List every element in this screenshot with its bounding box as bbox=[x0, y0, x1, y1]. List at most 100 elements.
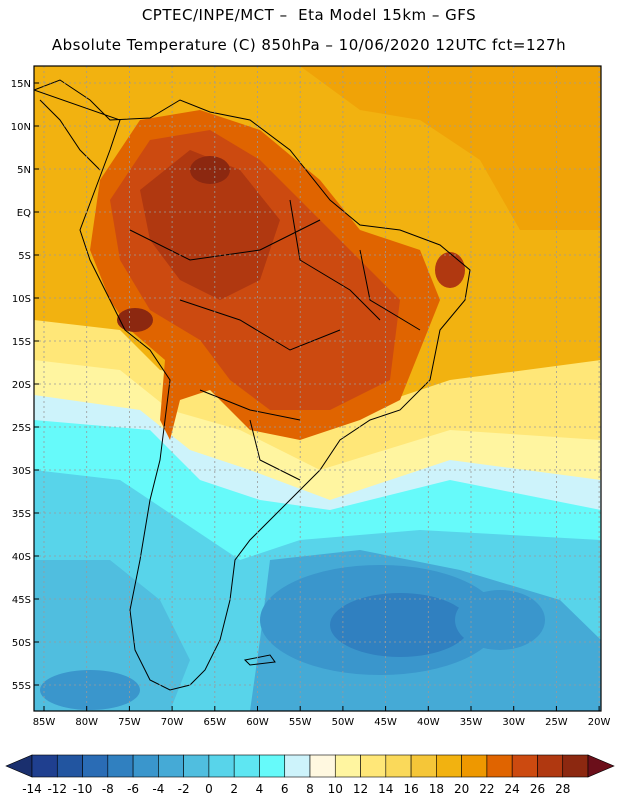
field-pool-cold-2 bbox=[330, 593, 470, 657]
border-4 bbox=[249, 419, 301, 481]
colorbar-label: 4 bbox=[256, 782, 264, 796]
map-frame bbox=[33, 65, 602, 712]
temperature-field bbox=[34, 66, 601, 711]
lat-label: 10N bbox=[11, 122, 31, 133]
colorbar-swatch bbox=[511, 754, 538, 778]
lon-label: 60W bbox=[246, 717, 269, 728]
lat-label: 10S bbox=[12, 294, 31, 305]
colorbar-swatch bbox=[82, 754, 109, 778]
falklands-outline bbox=[243, 654, 276, 666]
field-hot-spot-2 bbox=[117, 308, 153, 332]
field-hot-spot-3 bbox=[435, 252, 465, 288]
colorbar-label: -8 bbox=[102, 782, 114, 796]
border-5 bbox=[289, 199, 381, 321]
colorbar-swatch bbox=[385, 754, 412, 778]
field-band-atlantic bbox=[300, 66, 601, 230]
colorbar-label: 20 bbox=[454, 782, 469, 796]
colorbar-swatch bbox=[132, 754, 159, 778]
colorbar-label: 8 bbox=[306, 782, 314, 796]
colorbar-label: 22 bbox=[479, 782, 494, 796]
south-america-coastline bbox=[34, 79, 471, 691]
colorbar-label: 16 bbox=[403, 782, 418, 796]
central-america-coast bbox=[39, 99, 101, 171]
lat-label: 30S bbox=[12, 466, 31, 477]
colorbar-label: -6 bbox=[127, 782, 139, 796]
lon-label: 55W bbox=[289, 717, 312, 728]
colorbar-swatch bbox=[56, 754, 83, 778]
colorbar-swatch bbox=[183, 754, 210, 778]
lat-label: 55S bbox=[12, 681, 31, 692]
colorbar-label: -14 bbox=[22, 782, 42, 796]
lat-label: 45S bbox=[12, 595, 31, 606]
lat-label: 20S bbox=[12, 380, 31, 391]
border-2 bbox=[179, 299, 341, 351]
colorbar-label: -10 bbox=[73, 782, 93, 796]
field-pool-cold-3 bbox=[455, 590, 545, 650]
lon-label: 65W bbox=[203, 717, 226, 728]
lon-label: 20W bbox=[588, 717, 611, 728]
colorbar-label: 0 bbox=[205, 782, 213, 796]
colorbar-swatch bbox=[233, 754, 260, 778]
colorbar-label: 12 bbox=[353, 782, 368, 796]
lat-label: 25S bbox=[12, 423, 31, 434]
lon-label: 75W bbox=[118, 717, 141, 728]
field-hottest-core bbox=[140, 150, 280, 300]
lat-label: 5S bbox=[18, 251, 31, 262]
colorbar-under-arrow bbox=[5, 754, 33, 778]
colorbar-label: 26 bbox=[530, 782, 545, 796]
colorbar-swatch bbox=[309, 754, 336, 778]
colorbar-label: 2 bbox=[230, 782, 238, 796]
lat-label: 5N bbox=[17, 165, 31, 176]
colorbar-label: 28 bbox=[555, 782, 570, 796]
colorbar-label: 14 bbox=[378, 782, 393, 796]
colorbar-swatch bbox=[410, 754, 437, 778]
lon-label: 45W bbox=[374, 717, 397, 728]
border-3 bbox=[199, 389, 301, 421]
lat-label: 40S bbox=[12, 552, 31, 563]
colorbar-swatch bbox=[334, 754, 361, 778]
colorbar-swatch bbox=[436, 754, 462, 778]
colorbar-label: -4 bbox=[152, 782, 164, 796]
colorbar-swatch bbox=[208, 754, 235, 778]
colorbar-label: 18 bbox=[429, 782, 444, 796]
colorbar-swatch bbox=[562, 754, 589, 778]
latitude-labels: 15N 10N 5N EQ 5S 10S 15S 20S 25S 30S 35S 40S 45S 50S 5… bbox=[11, 79, 39, 692]
colorbar-swatch bbox=[107, 754, 134, 778]
colorbar-label: 6 bbox=[281, 782, 289, 796]
colorbar-label: -2 bbox=[178, 782, 190, 796]
lat-label: 35S bbox=[12, 509, 31, 520]
colorbar-label: 10 bbox=[328, 782, 343, 796]
map-title-line-2: Absolute Temperature (C) 850hPa – 10/06/… bbox=[51, 36, 567, 54]
lat-label: 15S bbox=[12, 337, 31, 348]
lon-label: 80W bbox=[75, 717, 98, 728]
lon-label: 30W bbox=[502, 717, 525, 728]
lat-label: EQ bbox=[17, 208, 31, 219]
lat-label: 50S bbox=[12, 638, 31, 649]
lon-label: 50W bbox=[332, 717, 355, 728]
colorbar: -14 -12 -10 -8 -6 -4 -2 0 2 4 6 8 10 12 14 16 18 20 22 24 26… bbox=[5, 754, 615, 796]
map-title-line-1: CPTEC/INPE/MCT – Eta Model 15km – GFS bbox=[141, 6, 477, 24]
colorbar-swatch bbox=[360, 754, 387, 778]
colorbar-swatch bbox=[284, 754, 311, 778]
colorbar-swatch bbox=[31, 754, 58, 778]
border-6 bbox=[359, 249, 421, 331]
colorbar-swatch bbox=[461, 754, 488, 778]
field-pool-cold-4 bbox=[40, 670, 140, 710]
lon-label: 85W bbox=[33, 717, 56, 728]
lat-label: 15N bbox=[11, 79, 31, 90]
longitude-labels: 85W 80W 75W 70W 65W 60W 55W 50W 45W 40W 35W 30W 25W 2… bbox=[33, 706, 611, 728]
lon-label: 25W bbox=[545, 717, 568, 728]
lon-label: 35W bbox=[460, 717, 483, 728]
colorbar-swatch bbox=[486, 754, 513, 778]
coastlines-and-borders bbox=[34, 79, 471, 691]
field-hot-spot-1 bbox=[190, 156, 230, 184]
colorbar-label: 24 bbox=[505, 782, 520, 796]
colorbar-label: -12 bbox=[47, 782, 67, 796]
lon-label: 70W bbox=[161, 717, 184, 728]
colorbar-swatch bbox=[537, 754, 564, 778]
colorbar-over-arrow bbox=[587, 754, 615, 778]
colorbar-swatch bbox=[259, 754, 286, 778]
lon-label: 40W bbox=[417, 717, 440, 728]
colorbar-swatch bbox=[158, 754, 184, 778]
